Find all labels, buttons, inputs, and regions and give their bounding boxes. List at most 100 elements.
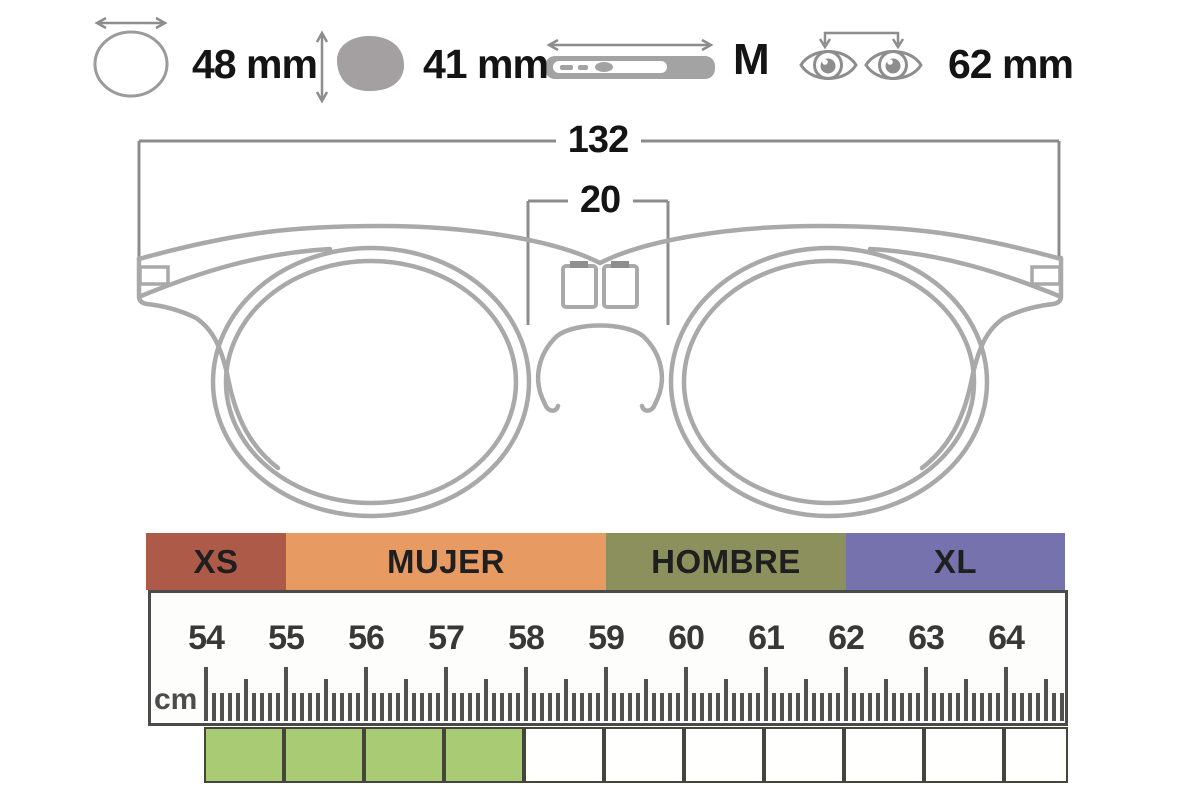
ruler-tick [988,693,992,721]
ruler-tick [812,693,816,721]
ruler-tick [620,693,624,721]
ruler-tick [348,693,352,721]
size-band-hombre: HOMBRE [606,533,846,590]
ruler-tick [788,693,792,721]
pupillary-distance-value: 62 mm [948,41,1074,87]
lens-width-icon [93,16,169,98]
ruler-tick [268,693,272,721]
ruler-tick [468,693,472,721]
left-lens-inner-rim [223,258,519,506]
total-width-measure-line [137,139,1061,258]
ruler-tick [860,693,864,721]
right-lens-inner-rim [681,258,977,506]
ruler-tick [404,679,408,721]
ruler-tick [508,693,512,721]
ruler-number-59: 59 [588,619,625,657]
ruler-tick [844,667,848,721]
ruler-tick [220,693,224,721]
ruler-tick [460,693,464,721]
ruler-tick [388,693,392,721]
ruler: cm 54 55 56 57 58 59 60 61 62 63 64 [148,590,1068,726]
ruler-tick [1052,693,1056,721]
ruler-tick [212,693,216,721]
ruler-tick [300,693,304,721]
ruler-number-61: 61 [748,619,785,657]
ruler-tick [588,693,592,721]
ruler-tick [420,693,424,721]
ruler-tick [716,693,720,721]
ruler-tick [452,693,456,721]
nose-bridge [535,323,665,413]
ruler-number-57: 57 [428,619,465,657]
ruler-tick [900,693,904,721]
right-endpiece [919,255,1064,471]
bridge-width-measure-line [526,199,670,325]
ruler-tick [804,679,808,721]
total-width-value: 132 [567,119,629,161]
ruler-number-54: 54 [188,619,225,657]
ruler-tick [692,693,696,721]
horizontal-arrow-icon [546,38,714,52]
ruler-tick [1028,693,1032,721]
ruler-tick [916,693,920,721]
ruler-tick [756,693,760,721]
ruler-tick [884,679,888,721]
ruler-tick [548,693,552,721]
ruler-tick [660,693,664,721]
ruler-tick [228,693,232,721]
ruler-tick [724,679,728,721]
ruler-tick [732,693,736,721]
ruler-tick [764,667,768,721]
ruler-tick [556,693,560,721]
ruler-number-56: 56 [348,619,385,657]
ruler-tick [604,667,608,721]
empty-cell [924,727,1004,783]
ruler-tick [500,693,504,721]
ruler-tick [956,693,960,721]
ruler-number-64: 64 [988,619,1025,657]
ruler-tick [820,693,824,721]
ruler-unit-label: cm [154,683,198,716]
ruler-tick [932,693,936,721]
ruler-tick [564,679,568,721]
ruler-tick [652,693,656,721]
glasses-frame-outline [136,223,1064,519]
right-lens-outer-rim [668,245,990,519]
size-band-xs: XS [146,533,286,590]
ruler-tick [636,693,640,721]
ruler-tick [252,693,256,721]
ruler-tick [540,693,544,721]
ruler-tick [244,679,248,721]
horizontal-arrow-icon [94,16,168,30]
size-band-label: MUJER [386,542,506,580]
ruler-tick [980,693,984,721]
ruler-tick [972,693,976,721]
size-band-label: XS [193,542,239,580]
ruler-tick [796,693,800,721]
ruler-tick [204,667,208,721]
ruler-number-63: 63 [908,619,945,657]
ruler-number-58: 58 [508,619,545,657]
ruler-tick [492,693,496,721]
size-band-xl: XL [846,533,1065,590]
ruler-tick [1044,679,1048,721]
bracket-arrow-icon [818,31,905,50]
ruler-tick [292,693,296,721]
lens-height-value: 41 mm [423,41,549,87]
ruler-tick [396,693,400,721]
vertical-arrow-icon [315,30,329,104]
clip-mechanism [561,261,639,309]
ruler-tick [516,693,520,721]
ruler-tick [876,693,880,721]
ruler-tick [708,693,712,721]
left-lens-outer-rim [210,245,532,519]
ruler-tick [324,679,328,721]
ruler-tick [524,667,528,721]
ruler-tick [1020,693,1024,721]
ruler-tick [852,693,856,721]
ruler-tick [532,693,536,721]
empty-cell [604,727,684,783]
ruler-tick [340,693,344,721]
ruler-tick [580,693,584,721]
ruler-tick [868,693,872,721]
